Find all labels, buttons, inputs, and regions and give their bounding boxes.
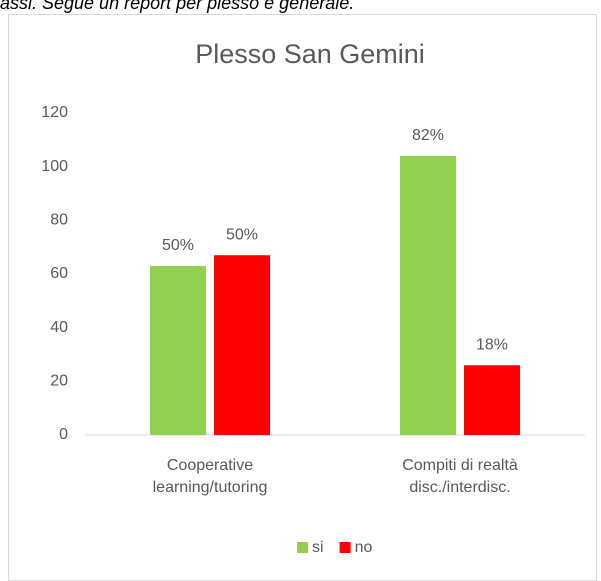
bar [400, 155, 456, 435]
y-tick-label: 80 [50, 212, 68, 229]
y-tick-label: 0 [59, 426, 68, 443]
data-label: 50% [162, 237, 194, 254]
data-label: 18% [476, 336, 508, 353]
x-tick-label: Compiti di realtà disc./interdisc. [402, 457, 518, 496]
data-label: 82% [412, 127, 444, 144]
y-tick-label: 40 [50, 319, 68, 336]
legend-swatch [339, 542, 351, 553]
bar [464, 365, 520, 435]
y-tick-label: 20 [50, 373, 68, 390]
y-tick-label: 60 [50, 265, 68, 282]
bar [214, 255, 270, 435]
caption: assi. Segue un report per plesso e gener… [0, 0, 354, 13]
legend-label: no [355, 539, 373, 556]
x-tick-label: Cooperative learning/tutoring [152, 457, 268, 496]
legend-label: si [312, 539, 324, 556]
y-tick-label: 120 [41, 104, 68, 121]
bar [150, 265, 206, 435]
y-tick-label: 100 [41, 158, 68, 175]
data-label: 50% [226, 226, 258, 243]
chart-title: Plesso San Gemini [195, 39, 425, 69]
legend-swatch [297, 542, 308, 553]
chart-frame [8, 14, 597, 581]
